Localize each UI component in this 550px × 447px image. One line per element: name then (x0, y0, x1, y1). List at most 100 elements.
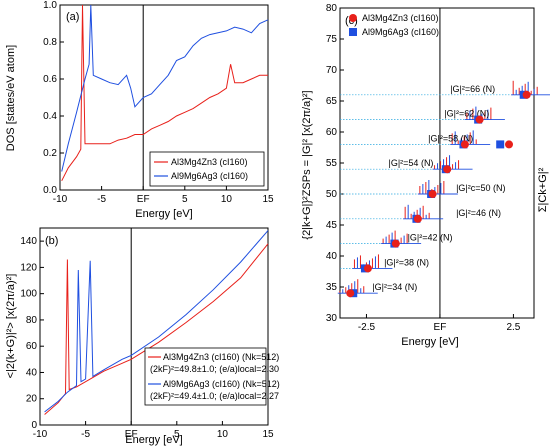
panel-b-xtick-label: -5 (81, 429, 90, 440)
panel-c-marker-red (428, 190, 437, 198)
panel-b-label: (b) (45, 235, 58, 247)
panel-c-level-label: |G|²=46 (N) (456, 208, 501, 218)
panel-c-level-label: |G|²c=50 (N) (456, 183, 505, 193)
panel-b-ytick-label: 0 (31, 420, 37, 431)
panel-c-ytick-label: 60 (326, 127, 338, 138)
panel-a-xtick-label: -10 (53, 194, 68, 205)
panel-a-xtick-label: 5 (182, 194, 188, 205)
panel-b-xtick-label: EF (125, 429, 138, 440)
panel-c-ytick-label: 50 (326, 189, 338, 200)
panel-b-ytick-label: 120 (20, 262, 37, 273)
panel-c-marker-red (475, 115, 484, 124)
panel-a-ytick-label: 0.8 (43, 37, 57, 48)
panel-a-label: (a) (66, 11, 79, 23)
panel-c-marker-red (363, 264, 372, 273)
panel-b-ytick-label: 100 (20, 289, 37, 300)
panel-c-ytick-label: 65 (326, 96, 338, 107)
panel-b-xtick-label: 5 (174, 429, 180, 440)
panel-c-level-label: |G|²=38 (N) (384, 257, 429, 267)
panel-a-ytick-label: 0.2 (43, 148, 57, 159)
panel-a-legend: Al3Mg4Zn3 (cI160) Al9Mg6Ag3 (cI160) (149, 151, 265, 187)
panel-c-level-label: |G|²=42 (N) (408, 233, 453, 243)
panel-a-legend-item-2: Al9Mg6Ag3 (cI160) (171, 171, 248, 181)
panel-a: (a) Energy [eV] DOS [states/eV atom] -10… (5, 0, 274, 220)
panel-b-ticks: -10 -5 EF 5 10 15 0 20 40 60 80 100 120 140 (20, 236, 274, 440)
panel-b-ytick-label: 80 (26, 315, 38, 326)
panel-c-ytick-label: 80 (326, 3, 338, 14)
panel-a-ylabel: DOS [states/eV atom] (5, 45, 17, 151)
panel-c-level-label: |G|²=58 (N) (428, 133, 473, 143)
panel-c-ytick-label: 35 (326, 282, 338, 293)
panel-b-annotation-2: (2kF)²=49.4±1.0; (e/a)local=2.27 (150, 391, 279, 401)
panel-c-level-label: |G|²=62 (N) (444, 109, 489, 119)
panel-b-xtick-label: 10 (217, 429, 229, 440)
panel-b-series-1 (44, 243, 269, 415)
panel-b-legend: Al3Mg4Zn3 (cI160) (Nk=512) (2kF)²=49.8±1… (144, 347, 280, 406)
panel-a-ytick-label: 0.6 (43, 74, 57, 85)
panel-b: (b) Energy [eV] <|2(k+G)|²> [x(2π/a)²] -… (5, 227, 280, 446)
panel-a-series-1 (61, 4, 268, 182)
panel-c-legend-marker-blue (349, 28, 357, 36)
panel-b-series-2 (44, 230, 269, 413)
panel-c-marker-red (391, 239, 400, 248)
panel-a-legend-item-1: Al3Mg4Zn3 (cI160) (171, 157, 248, 167)
panel-c-ticks: -2.5 EF 2.5 30 35 40 45 50 55 60 65 70 75 80 (326, 3, 521, 333)
panel-a-legend-box (149, 151, 265, 187)
panel-c-level-label: |G|²=54 (N) (389, 158, 434, 168)
panel-b-frame (39, 227, 269, 426)
panel-c-ytick-label: 45 (326, 220, 338, 231)
panel-c: (c) Energy [eV] {2|k+G|}²ZSPs = |G|² [x(… (301, 3, 550, 348)
panel-a-frame (59, 4, 269, 191)
panel-c-ytick-label: 30 (326, 313, 338, 324)
panel-a-ytick-label: 1.0 (43, 0, 57, 11)
panel-b-series (44, 228, 269, 425)
panel-a-xtick-label: 15 (262, 194, 274, 205)
panel-b-ytick-label: 40 (26, 367, 38, 378)
panel-c-xtick-label: -2.5 (358, 322, 376, 333)
panel-b-xlabel: Energy [eV] (125, 434, 182, 446)
panel-c-marker-red (460, 140, 469, 149)
panel-c-ytick-label: 70 (326, 65, 338, 76)
panel-a-xtick-label: EF (137, 194, 150, 205)
panel-b-legend-box (144, 347, 267, 406)
panel-c-marker-red (443, 165, 452, 174)
panel-a-ytick-label: 0.4 (43, 111, 57, 122)
panel-a-series-2 (61, 4, 269, 172)
panel-b-legend-item-2: Al9Mg6Ag3 (cI160) (Nk=512) (163, 379, 280, 389)
panel-b-xtick-label: 15 (262, 429, 274, 440)
panel-c-legend-item-2: Al9Mg6Ag3 (cI160) (362, 27, 439, 37)
panel-c-ytick-label: 75 (326, 34, 338, 45)
panel-c-marker-red (346, 289, 355, 298)
panel-c-marker-red (413, 214, 422, 223)
panel-c-xtick-label: EF (434, 322, 447, 333)
panel-b-xtick-label: -10 (33, 429, 48, 440)
panel-c-xlabel: Energy [eV] (401, 336, 458, 348)
panel-a-series (61, 4, 269, 190)
panel-a-xtick-label: -5 (97, 194, 106, 205)
panel-a-xlabel: Energy [eV] (135, 208, 192, 220)
panel-c-right-label: Σ|Ck+G|² (537, 167, 549, 212)
panel-b-ytick-label: 140 (20, 236, 37, 247)
panel-b-ylabel: <|2(k+G)|²> [x(2π/a)²] (5, 274, 17, 379)
panel-a-ticks: -10 -5 EF 5 10 15 0.0 0.2 0.4 0.6 0.8 1.0 (43, 0, 274, 205)
panel-c-ylabel: {2|k+G|}²ZSPs = |G|² [x(2π/a)²] (301, 90, 313, 239)
panel-c-ytick-label: 40 (326, 251, 338, 262)
panel-c-marker-red (505, 140, 514, 149)
panel-c-xtick-label: 2.5 (506, 322, 520, 333)
panel-c-legend: Al3Mg4Zn3 (cI160) Al9Mg6Ag3 (cI160) (349, 13, 439, 37)
panel-c-level-label: |G|²=66 (N) (450, 84, 495, 94)
panel-c-legend-item-1: Al3Mg4Zn3 (cI160) (362, 13, 439, 23)
panel-a-xtick-label: 10 (221, 194, 233, 205)
panel-a-ytick-label: 0.0 (43, 185, 57, 196)
panel-b-ytick-label: 20 (26, 394, 38, 405)
panel-c-marker-blue (496, 140, 505, 149)
panel-b-annotation-1: (2kF)²=49.8±1.0; (e/a)local=2.30 (150, 364, 279, 374)
panel-b-legend-item-1: Al3Mg4Zn3 (cI160) (Nk=512) (163, 352, 279, 362)
panel-c-legend-marker-red (349, 14, 357, 22)
panel-c-level-label: |G|²=34 (N) (372, 282, 417, 292)
panel-c-ytick-label: 55 (326, 158, 338, 169)
panel-c-marks: |G|²=34 (N) |G|²=38 (N) |G|²=42 (N) |G|²=46… (337, 8, 550, 318)
panel-b-ytick-label: 60 (26, 341, 38, 352)
panel-c-marker-red (522, 90, 531, 99)
